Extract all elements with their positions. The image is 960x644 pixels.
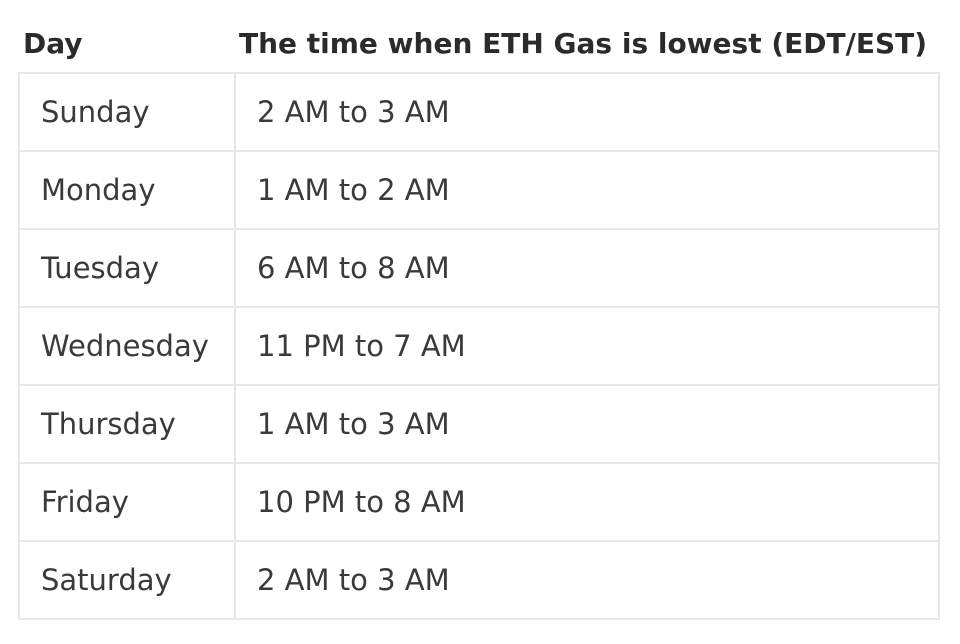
- day-cell: Sunday: [18, 72, 236, 152]
- table-row: Saturday 2 AM to 3 AM: [18, 540, 940, 620]
- table-row: Wednesday 11 PM to 7 AM: [18, 306, 940, 386]
- day-cell: Thursday: [18, 384, 236, 464]
- time-cell: 1 AM to 2 AM: [234, 150, 940, 230]
- time-cell: 6 AM to 8 AM: [234, 228, 940, 308]
- table-header: Day The time when ETH Gas is lowest (EDT…: [19, 20, 939, 73]
- table-row: Thursday 1 AM to 3 AM: [18, 384, 940, 464]
- table-row: Tuesday 6 AM to 8 AM: [18, 228, 940, 308]
- table-body: Sunday 2 AM to 3 AM Monday 1 AM to 2 AM …: [18, 72, 940, 620]
- time-cell: 1 AM to 3 AM: [234, 384, 940, 464]
- time-cell: 2 AM to 3 AM: [234, 72, 940, 152]
- day-cell: Tuesday: [18, 228, 236, 308]
- time-cell: 10 PM to 8 AM: [234, 462, 940, 542]
- day-cell: Friday: [18, 462, 236, 542]
- time-cell: 11 PM to 7 AM: [234, 306, 940, 386]
- table-row: Monday 1 AM to 2 AM: [18, 150, 940, 230]
- time-cell: 2 AM to 3 AM: [234, 540, 940, 620]
- eth-gas-table: Day The time when ETH Gas is lowest (EDT…: [18, 20, 940, 620]
- table-row: Sunday 2 AM to 3 AM: [18, 72, 940, 152]
- header-row: Day The time when ETH Gas is lowest (EDT…: [19, 20, 939, 73]
- header-day: Day: [23, 27, 83, 60]
- day-cell: Saturday: [18, 540, 236, 620]
- day-cell: Monday: [18, 150, 236, 230]
- header-time: The time when ETH Gas is lowest (EDT/EST…: [239, 27, 928, 60]
- day-cell: Wednesday: [18, 306, 236, 386]
- table-row: Friday 10 PM to 8 AM: [18, 462, 940, 542]
